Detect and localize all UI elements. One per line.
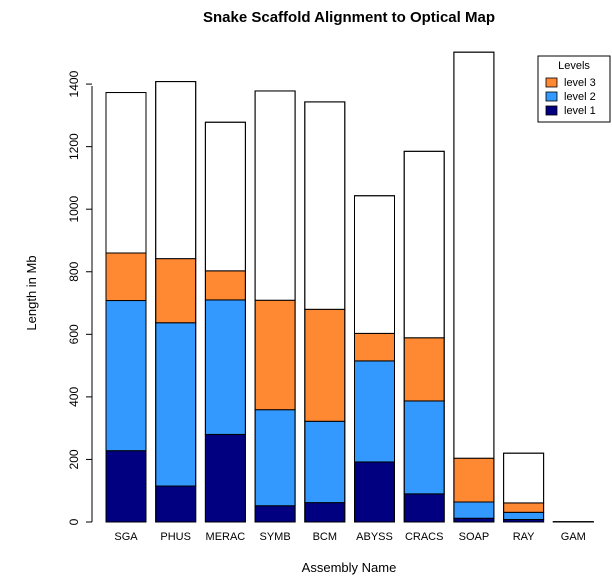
- bar-segment-level-1: [155, 485, 197, 523]
- bar-segment-remainder: [105, 92, 147, 254]
- legend-entry-label: level 3: [564, 77, 596, 89]
- bar-segment-level-2: [155, 322, 197, 487]
- legend-swatch: [545, 77, 558, 88]
- bar-segment-level-3: [155, 258, 197, 324]
- bar-segment-remainder: [304, 101, 346, 310]
- bar-outline: [453, 51, 495, 523]
- bar-segment-level-3: [354, 332, 395, 362]
- legend-swatch: [545, 91, 558, 102]
- bar-segment-level-3: [304, 308, 346, 422]
- bar-outline: [354, 195, 395, 523]
- bars-group: [105, 51, 594, 523]
- legend: Levels level 3 level 2 level 1: [537, 55, 611, 123]
- x-category-label: ABYSS: [356, 531, 393, 543]
- y-tick-label: 0: [67, 518, 81, 525]
- legend-swatch: [545, 105, 558, 116]
- y-tick-label: 1000: [67, 196, 81, 223]
- bar-segment-level-2: [204, 299, 246, 435]
- y-tick-label: 600: [67, 324, 81, 344]
- bar-outline: [105, 92, 147, 523]
- bar-segment-remainder: [453, 51, 495, 459]
- bar-segment-level-2: [304, 420, 346, 504]
- bar-outline: [155, 81, 197, 523]
- y-tick-label: 800: [67, 261, 81, 281]
- x-axis-label: Assembly Name: [302, 560, 397, 575]
- bar-segment-level-1: [254, 505, 296, 523]
- x-category-label: SYMB: [260, 531, 291, 543]
- bar-segment-level-2: [254, 409, 296, 507]
- bar-segment-level-1: [304, 502, 346, 523]
- chart-title: Snake Scaffold Alignment to Optical Map: [203, 9, 495, 26]
- bar-outline: [204, 121, 246, 523]
- bar-segment-level-3: [403, 337, 445, 402]
- legend-title: Levels: [558, 60, 590, 72]
- bar-segment-level-3: [453, 457, 495, 503]
- bar-segment-level-2: [105, 300, 147, 452]
- y-tick-label: 1400: [67, 70, 81, 97]
- bar-segment-level-2: [453, 501, 495, 519]
- bar-segment-level-1: [204, 433, 246, 523]
- bar-segment-remainder: [254, 90, 296, 301]
- bar-segment-remainder: [403, 150, 445, 339]
- legend-entry-label: level 1: [564, 105, 596, 117]
- y-tick-label: 200: [67, 449, 81, 469]
- bar-segment-remainder: [503, 452, 545, 504]
- y-tick-label: 400: [67, 387, 81, 407]
- x-category-label: SGA: [114, 531, 138, 543]
- bar-segment-level-1: [403, 493, 445, 523]
- bar-segment-level-1: [354, 461, 395, 523]
- bar-segment-level-1: [453, 517, 495, 523]
- category-labels: SGA PHUS MERAC SYMB BCM ABYSS CRACS SOAP RAY GAM: [114, 531, 585, 543]
- bar-outline: [254, 90, 296, 523]
- y-axis-label: Length in Mb: [24, 255, 39, 330]
- bar-segment-level-3: [204, 270, 246, 301]
- bar-segment-level-3: [254, 299, 296, 411]
- bar-segment-level-2: [354, 360, 395, 463]
- legend-entry-label: level 2: [564, 91, 596, 103]
- y-tick-label: 1200: [67, 133, 81, 160]
- x-category-label: SOAP: [459, 531, 490, 543]
- y-axis-ticks: 0 200 400 600 800 1000 1200 1400: [67, 70, 92, 525]
- bar-outline: [403, 150, 445, 523]
- bar-segment-level-3: [105, 252, 147, 302]
- x-category-label: PHUS: [160, 531, 191, 543]
- bar-outline: [503, 452, 545, 523]
- bar-outline: [304, 101, 346, 523]
- x-category-label: GAM: [561, 531, 586, 543]
- x-category-label: CRACS: [405, 531, 444, 543]
- bar-segment-remainder: [204, 121, 246, 272]
- bar-segment-remainder: [155, 81, 197, 260]
- x-category-label: RAY: [513, 531, 535, 543]
- x-category-label: BCM: [313, 531, 337, 543]
- x-category-label: MERAC: [206, 531, 246, 543]
- bar-segment-level-1: [105, 450, 147, 523]
- bar-segment-level-2: [503, 511, 545, 520]
- bar-segment-level-2: [403, 400, 445, 495]
- bar-segment-remainder: [354, 195, 395, 334]
- bar-segment-level-3: [503, 502, 545, 513]
